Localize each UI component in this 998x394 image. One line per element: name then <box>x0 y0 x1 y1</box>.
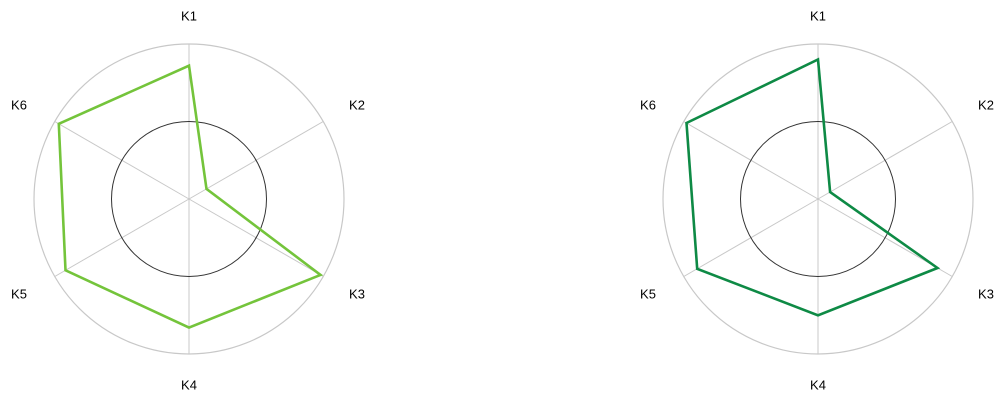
reference-ring <box>111 121 267 277</box>
radar-chart-left: K1 K2 K3 K4 K5 K6 <box>11 8 365 392</box>
axis-label-k1: K1 <box>810 8 826 23</box>
radar-chart-right: K1 K2 K3 K4 K5 K6 <box>640 8 994 392</box>
axis-label-k5: K5 <box>11 286 27 301</box>
axis-label-k4: K4 <box>810 377 826 392</box>
axis-label-k5: K5 <box>640 286 656 301</box>
axis-label-k2: K2 <box>349 97 365 112</box>
axis-label-k3: K3 <box>978 286 994 301</box>
axis-label-k3: K3 <box>349 286 365 301</box>
axis-label-k1: K1 <box>181 8 197 23</box>
axis-label-k6: K6 <box>11 97 27 112</box>
reference-ring <box>740 121 896 277</box>
axis-label-k2: K2 <box>978 97 994 112</box>
series-polygon-0 <box>57 63 324 330</box>
axis-label-k4: K4 <box>181 377 197 392</box>
axis-label-k6: K6 <box>640 97 656 112</box>
series-polygon-0 <box>685 57 941 317</box>
